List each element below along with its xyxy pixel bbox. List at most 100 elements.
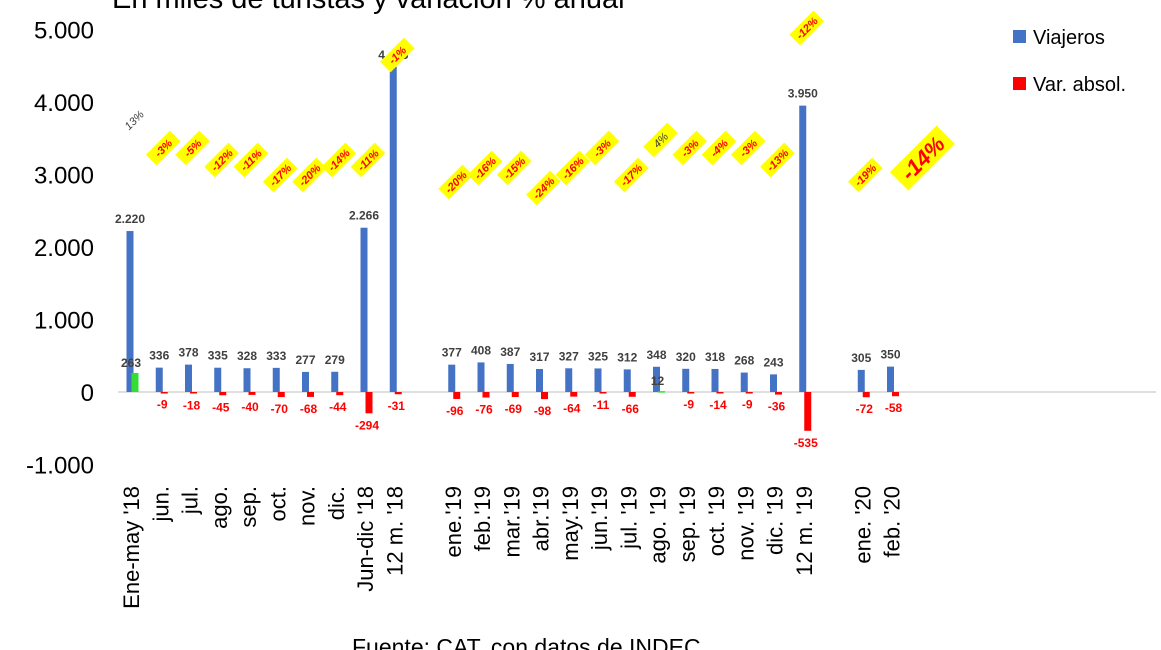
- pct-variation-label: -3%: [145, 130, 181, 166]
- bar-var-absol: [775, 392, 782, 395]
- pct-highlight: [613, 157, 649, 193]
- bar-var-absol: [160, 392, 168, 394]
- y-axis: -1.000 0 1.000 2.000 3.000 4.000 5.000: [26, 18, 94, 480]
- x-tick-label: 12 m. '19: [792, 486, 817, 576]
- pct-variation-label: -12%: [789, 10, 825, 46]
- value-label-viajeros: 336: [149, 349, 169, 363]
- x-tick-label: ago.: [207, 486, 232, 529]
- value-label-viajeros: 387: [500, 345, 520, 359]
- y-tick-label: 5.000: [34, 18, 94, 45]
- x-tick-label: feb. '20: [880, 486, 905, 557]
- value-label-viajeros: 317: [529, 350, 549, 364]
- legend-swatch-viajeros: [1013, 30, 1026, 43]
- value-label-viajeros: 348: [646, 348, 666, 362]
- chart-source: Fuente: CAT, con datos de INDEC: [352, 634, 701, 650]
- pct-highlight: [262, 157, 298, 193]
- pct-highlight: [350, 142, 386, 178]
- pct-highlight: [526, 170, 561, 206]
- pct-variation-label: -15%: [496, 150, 532, 186]
- bar-viajeros: [653, 366, 660, 392]
- pct-highlight: [321, 142, 357, 178]
- pct-variation-label: 4%: [643, 122, 678, 158]
- y-tick-label: -1.000: [26, 453, 94, 480]
- bar-viajeros: [536, 369, 543, 392]
- x-tick-label: oct.: [265, 486, 290, 521]
- pct-highlight: [379, 37, 415, 73]
- bar-var-absol: [804, 392, 812, 431]
- y-tick-label: 1.000: [34, 308, 94, 335]
- x-tick-label: may.'19: [558, 486, 583, 561]
- pct-variation-label: -20%: [292, 157, 327, 193]
- pct-variation-label: -11%: [233, 142, 269, 178]
- bar-var-absol: [745, 392, 753, 394]
- pct-variation-label: -14%: [889, 125, 956, 191]
- x-tick-label: abr.'19: [529, 486, 554, 551]
- pct-variation-label: -17%: [613, 157, 649, 193]
- pct-variation-label: -24%: [526, 170, 561, 206]
- pct-variation-label: -16%: [555, 150, 591, 186]
- bar-viajeros: [272, 367, 280, 392]
- value-label-var-absol: -535: [794, 436, 818, 450]
- pct-highlight: [672, 130, 708, 166]
- value-label-var-absol: -98: [534, 404, 552, 418]
- pct-highlight: [145, 130, 181, 166]
- value-label-var-absol: -31: [388, 399, 406, 413]
- bar-var-absol: [482, 392, 490, 398]
- value-label-viajeros: 378: [178, 346, 198, 360]
- bar-var-absol: [687, 392, 695, 394]
- bar-var-absol: [248, 392, 256, 395]
- bar-viajeros: [740, 372, 748, 392]
- value-label-viajeros: 328: [237, 349, 257, 363]
- value-label-viajeros: 327: [559, 349, 579, 363]
- value-label-viajeros: 335: [208, 349, 228, 363]
- bar-var-absol: [190, 392, 197, 394]
- pct-variation-label: 13%: [123, 109, 147, 133]
- bar-viajeros: [506, 363, 514, 392]
- value-label-var-absol: 12: [651, 374, 665, 388]
- bar-viajeros: [214, 367, 222, 392]
- bar-var-absol: [658, 391, 665, 393]
- pct-highlight: [175, 130, 210, 166]
- bar-var-absol: [628, 392, 636, 397]
- pct-highlight: [204, 142, 240, 178]
- pct-variation-label: -3%: [672, 130, 708, 166]
- pct-variation-text: 13%: [123, 109, 147, 133]
- value-label-viajeros: 377: [442, 346, 462, 360]
- bar-viajeros: [477, 362, 485, 392]
- pct-variation-label: -3%: [584, 130, 620, 166]
- pct-highlight: [438, 164, 474, 200]
- value-label-var-absol: -294: [355, 418, 379, 432]
- x-tick-label: mar.'19: [499, 486, 524, 557]
- value-label-var-absol: 263: [121, 356, 141, 370]
- value-label-viajeros: 243: [763, 355, 783, 369]
- pct-highlight: [889, 125, 956, 191]
- y-tick-label: 3.000: [34, 163, 94, 190]
- pct-highlight: [233, 142, 269, 178]
- value-label-var-absol: -66: [622, 402, 640, 416]
- value-label-viajeros: 312: [617, 350, 637, 364]
- x-tick-label: Ene-may '18: [119, 486, 144, 609]
- value-label-var-absol: -9: [157, 398, 168, 412]
- value-label-var-absol: -58: [885, 401, 903, 415]
- pct-variation-label: -14%: [321, 142, 357, 178]
- bar-viajeros: [887, 366, 894, 392]
- value-label-var-absol: -69: [505, 402, 523, 416]
- value-label-viajeros: 2.220: [115, 212, 145, 226]
- value-label-var-absol: -40: [241, 400, 259, 414]
- bar-var-absol: [599, 392, 607, 394]
- pct-variation-label: -20%: [438, 164, 474, 200]
- bar-viajeros: [799, 105, 807, 392]
- pct-highlight: [584, 130, 620, 166]
- pct-highlight: [643, 122, 678, 158]
- value-label-var-absol: -72: [856, 402, 874, 416]
- value-label-var-absol: -68: [300, 402, 318, 416]
- pct-highlight: [555, 150, 591, 186]
- value-label-var-absol: -9: [683, 398, 694, 412]
- value-label-viajeros: 408: [471, 343, 491, 357]
- value-label-viajeros: 3.950: [788, 87, 818, 101]
- value-label-var-absol: -76: [475, 403, 493, 417]
- x-tick-label: ene.'19: [441, 486, 466, 558]
- x-tick-label: ene. '20: [850, 486, 875, 564]
- bar-var-absol: [862, 392, 870, 398]
- pct-variation-label: -17%: [262, 157, 298, 193]
